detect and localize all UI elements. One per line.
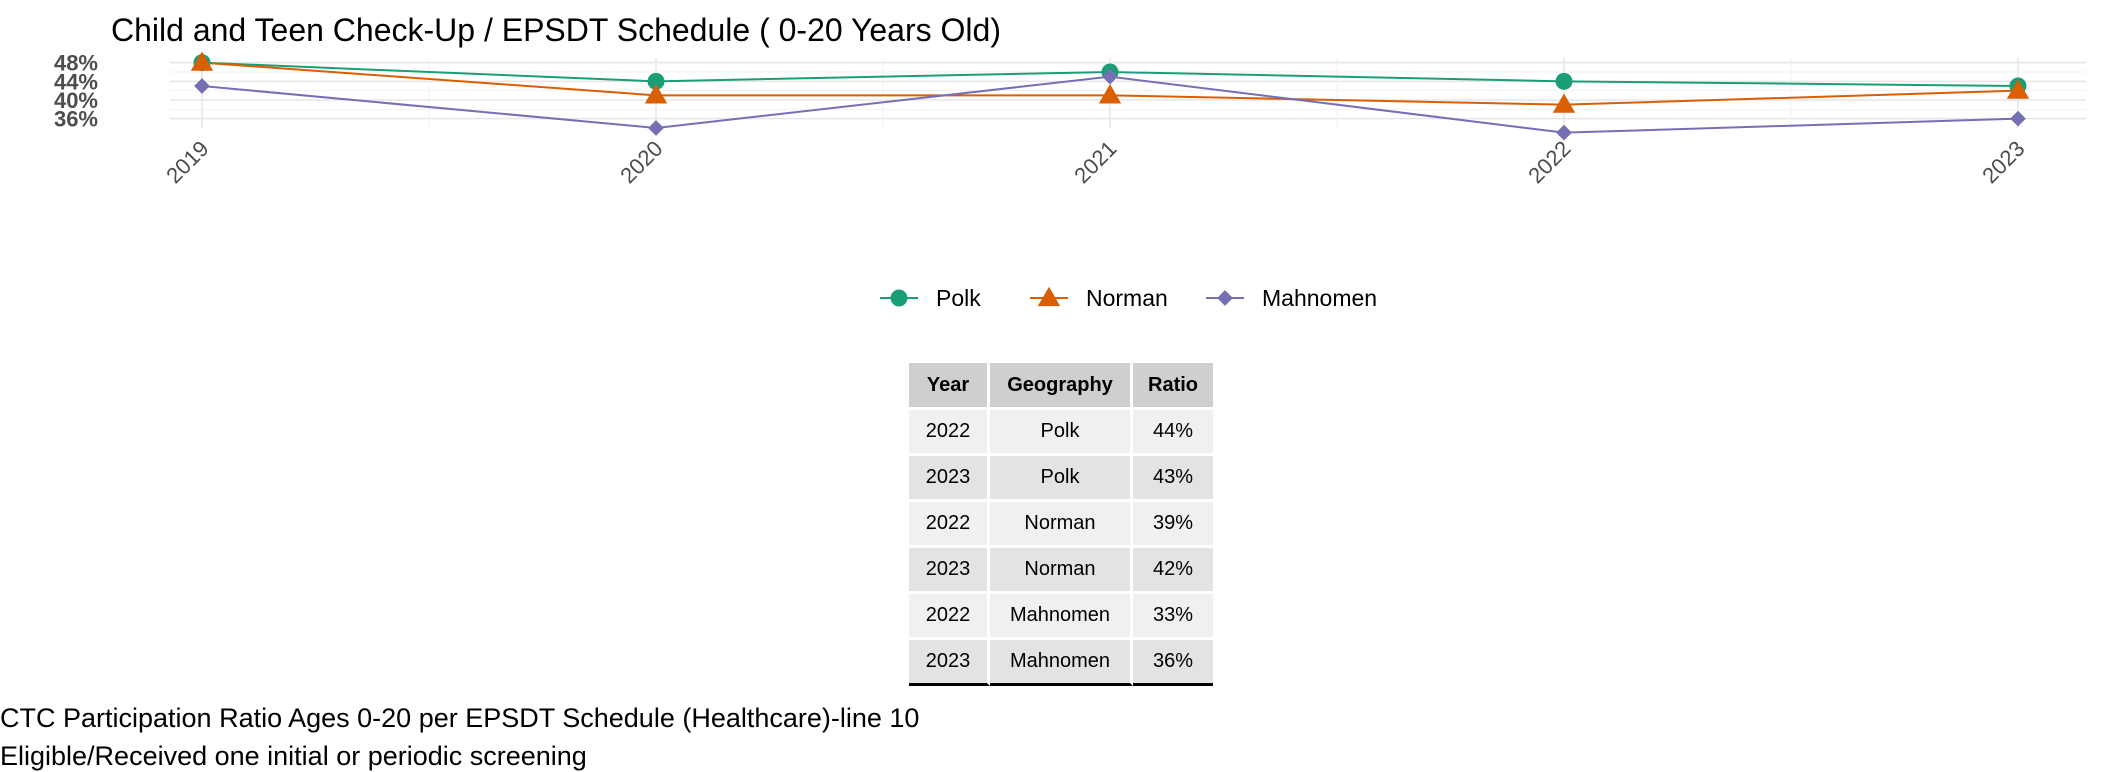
data-point-norman xyxy=(1552,93,1576,113)
table-cell-year: 2022 xyxy=(909,594,990,640)
legend-key-marker-mahnomen xyxy=(1217,290,1233,306)
table-cell-ratio: 43% xyxy=(1133,456,1213,502)
data-point-norman xyxy=(190,51,214,71)
data-point-norman xyxy=(2006,79,2030,99)
table-cell-ratio: 44% xyxy=(1133,410,1213,456)
table-cell-geography: Polk xyxy=(990,456,1133,502)
legend-key-marker-polk xyxy=(890,289,908,307)
legend-key-marker-norman xyxy=(1037,286,1061,307)
caption-line-1: CTC Participation Ratio Ages 0-20 per EP… xyxy=(0,703,920,733)
series-markers xyxy=(190,51,2030,141)
x-tick-label: 2023 xyxy=(1977,136,2029,188)
table-cell-ratio: 39% xyxy=(1133,502,1213,548)
table-header-row: Year Geography Ratio xyxy=(909,363,1213,410)
line-chart: Child and Teen Check-Up / EPSDT Schedule… xyxy=(54,12,2086,311)
table-header-year: Year xyxy=(909,363,990,410)
chart-title: Child and Teen Check-Up / EPSDT Schedule… xyxy=(111,12,1001,48)
data-point-mahnomen xyxy=(1556,124,1572,141)
table-cell-ratio: 36% xyxy=(1133,640,1213,686)
x-tick-label: 2020 xyxy=(615,136,667,188)
data-point-polk xyxy=(1555,72,1573,90)
data-point-mahnomen xyxy=(194,78,210,94)
table-cell-year: 2023 xyxy=(909,548,990,594)
data-point-mahnomen xyxy=(1102,68,1118,85)
y-tick-label: 44% xyxy=(54,69,98,94)
data-point-mahnomen xyxy=(648,120,664,136)
table-cell-year: 2023 xyxy=(909,456,990,502)
table-cell-geography: Norman xyxy=(990,502,1133,548)
table-header-geography: Geography xyxy=(990,363,1133,410)
table-cell-ratio: 42% xyxy=(1133,548,1213,594)
grid-lines xyxy=(170,58,2086,128)
table-cell-ratio: 33% xyxy=(1133,594,1213,640)
chart-legend: Polk Norman Mahnomen xyxy=(880,285,1377,311)
x-tick-label: 2021 xyxy=(1069,136,1121,188)
table-row: 2022 Mahnomen 33% xyxy=(909,594,1213,640)
legend-label-polk: Polk xyxy=(936,285,981,311)
caption-line-2: Eligible/Received one initial or periodi… xyxy=(0,741,587,771)
legend-item-mahnomen: Mahnomen xyxy=(1206,285,1377,311)
table-row: 2023 Mahnomen 36% xyxy=(909,640,1213,686)
y-axis-tick-labels: 36%40%44%48% xyxy=(54,51,98,132)
legend-label-mahnomen: Mahnomen xyxy=(1262,285,1377,311)
table-cell-geography: Mahnomen xyxy=(990,594,1133,640)
legend-label-norman: Norman xyxy=(1086,285,1168,311)
y-tick-label: 48% xyxy=(54,51,98,76)
table-cell-year: 2022 xyxy=(909,410,990,456)
table-row: 2022 Norman 39% xyxy=(909,502,1213,548)
y-tick-label: 36% xyxy=(54,107,98,132)
table-row: 2022 Polk 44% xyxy=(909,410,1213,456)
data-point-norman xyxy=(644,84,668,104)
table-header-ratio: Ratio xyxy=(1133,363,1213,410)
legend-item-norman: Norman xyxy=(1030,285,1168,311)
x-tick-label: 2019 xyxy=(161,136,213,188)
data-table: Year Geography Ratio 2022 Polk 44% 2023 … xyxy=(909,363,1213,686)
y-tick-label: 40% xyxy=(54,88,98,113)
data-point-polk xyxy=(647,72,665,90)
table-row: 2023 Norman 42% xyxy=(909,548,1213,594)
legend-item-polk: Polk xyxy=(880,285,981,311)
table-cell-year: 2022 xyxy=(909,502,990,548)
table-cell-geography: Norman xyxy=(990,548,1133,594)
table-row: 2023 Polk 43% xyxy=(909,456,1213,502)
table-cell-geography: Mahnomen xyxy=(990,640,1133,686)
x-tick-label: 2022 xyxy=(1523,136,1575,188)
data-point-mahnomen xyxy=(2010,110,2026,127)
data-point-norman xyxy=(1098,84,1122,104)
table-cell-year: 2023 xyxy=(909,640,990,686)
table-cell-geography: Polk xyxy=(990,410,1133,456)
x-axis-tick-labels: 2019 2020 2021 2022 2023 xyxy=(161,136,2029,188)
